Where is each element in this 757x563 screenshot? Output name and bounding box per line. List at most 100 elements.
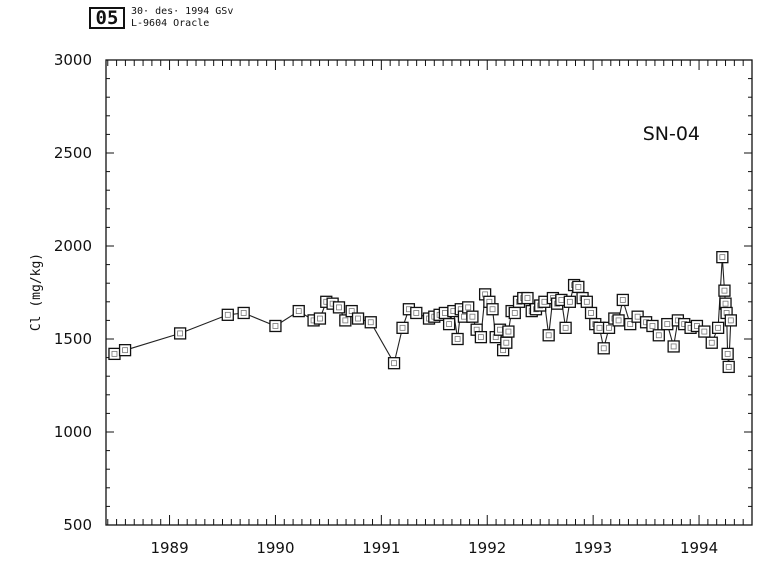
data-point <box>351 312 365 325</box>
x-axis: 1989 1990 1991 1992 1993 1994 <box>150 539 718 557</box>
data-point-inner <box>583 298 590 305</box>
y-tick-label: 500 <box>63 516 92 534</box>
data-point <box>542 329 555 342</box>
data-point-inner <box>469 313 476 320</box>
data-point <box>451 332 464 346</box>
data-point <box>580 295 593 308</box>
data-point-inner <box>627 321 634 328</box>
data-point <box>313 312 327 325</box>
data-point <box>332 301 346 314</box>
data-point-inner <box>399 324 406 331</box>
data-point <box>597 342 610 355</box>
data-point <box>559 321 572 334</box>
data-point-inner <box>413 310 420 316</box>
data-point-inner <box>575 284 582 290</box>
data-point-inner <box>670 343 677 350</box>
stamp-system-line: L-9604 Oracle <box>131 18 210 29</box>
y-tick-label: 2000 <box>54 237 92 255</box>
data-point <box>345 304 358 318</box>
data-point-inner <box>606 324 612 331</box>
data-point-inner <box>503 339 510 346</box>
data-point-inner <box>454 336 461 342</box>
data-point <box>173 327 187 340</box>
data-point-inner <box>317 315 323 322</box>
data-point <box>572 280 585 294</box>
data-point-inner <box>708 339 715 346</box>
data-point-inner <box>649 323 656 329</box>
x-tick-label: 1992 <box>468 539 506 557</box>
data-point-inner <box>272 323 279 329</box>
data-point-inner <box>566 298 573 305</box>
data-point-inner <box>511 310 518 316</box>
data-point-inner <box>719 254 726 261</box>
data-point-inner <box>655 332 662 339</box>
data-point-inner <box>477 334 484 341</box>
data-point <box>721 347 734 361</box>
data-point-inner <box>336 304 342 311</box>
data-point-inner <box>596 324 603 331</box>
data-point <box>711 321 725 334</box>
data-point-inner <box>619 297 626 303</box>
minor-ticks <box>106 59 753 526</box>
data-point <box>237 306 250 320</box>
data-point-inner <box>562 324 569 331</box>
data-point <box>716 251 729 264</box>
y-tick-label: 3000 <box>54 51 92 69</box>
data-point-inner <box>391 360 397 367</box>
x-tick-label: 1991 <box>362 539 400 557</box>
data-point-inner <box>615 317 622 324</box>
y-tick-label: 1500 <box>54 330 92 348</box>
data-point <box>612 314 625 327</box>
data-point <box>269 319 282 333</box>
stamp-badge: 05 <box>89 7 125 29</box>
y-axis-label: Cl (mg/kg) <box>29 253 44 331</box>
data-point <box>705 336 718 349</box>
x-tick-label: 1990 <box>256 539 294 557</box>
data-point-inner <box>721 287 728 294</box>
data-point-inner <box>348 308 355 315</box>
data-point-inner <box>240 310 247 316</box>
data-point <box>502 325 515 338</box>
y-axis: 500 1000 1500 2000 2500 3000 <box>54 51 92 534</box>
data-point <box>667 340 680 353</box>
data-point <box>292 304 305 318</box>
data-point <box>442 317 456 331</box>
x-tick-label: 1993 <box>574 539 612 557</box>
data-point <box>387 357 401 370</box>
data-point <box>486 303 499 316</box>
data-point <box>652 329 665 342</box>
data-point-inner <box>177 330 184 337</box>
data-point-inner <box>342 317 349 324</box>
data-point <box>410 306 423 320</box>
data-point-inner <box>489 306 496 313</box>
series-group <box>108 251 737 374</box>
data-point <box>661 317 674 331</box>
stamp-date-line: 30· des· 1994 GSv <box>131 6 234 17</box>
y-tick-label: 2500 <box>54 144 92 162</box>
data-point <box>624 317 637 331</box>
data-point-inner <box>465 304 472 311</box>
data-point <box>724 314 737 327</box>
data-point <box>563 295 576 308</box>
plot-frame <box>105 59 753 526</box>
data-point-inner <box>224 311 231 318</box>
data-point <box>646 319 659 333</box>
data-point-inner <box>524 295 531 301</box>
data-point-inner <box>725 363 732 370</box>
data-point <box>722 360 735 374</box>
data-point-inner <box>367 319 374 326</box>
data-point-inner <box>724 350 731 357</box>
data-point <box>118 344 132 357</box>
data-point <box>108 347 121 361</box>
data-point-inner <box>446 321 453 328</box>
data-point-inner <box>664 321 671 328</box>
data-point <box>508 306 521 320</box>
data-point <box>474 330 488 344</box>
data-point-inner <box>715 324 722 331</box>
data-point <box>500 336 513 349</box>
x-tick-label: 1989 <box>150 539 188 557</box>
data-point-inner <box>111 350 118 357</box>
data-point <box>364 316 377 329</box>
y-tick-label: 1000 <box>54 423 92 441</box>
